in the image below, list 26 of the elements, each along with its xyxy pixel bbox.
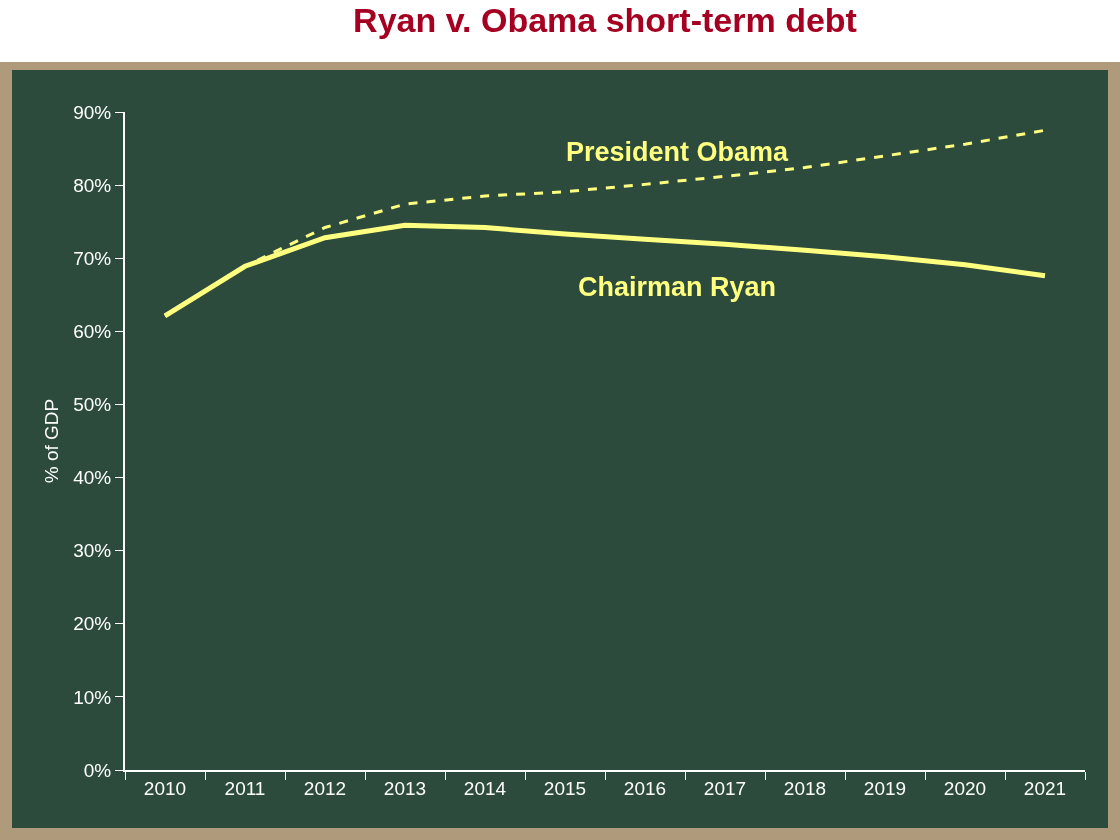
y-tick-label: 10% [73,686,112,708]
chart-title: Ryan v. Obama short-term debt [353,0,857,39]
y-tick-label: 60% [73,320,112,342]
x-tick-label: 2012 [303,777,347,799]
y-tick-label: 30% [73,540,112,562]
y-tick-label: 90% [73,101,112,123]
y-tick-label: 70% [73,247,112,269]
series-label: President Obama [566,137,790,167]
x-tick-label: 2017 [703,777,747,799]
y-axis-title: % of GDP [40,398,62,484]
y-tick-label: 80% [73,174,112,196]
x-tick-label: 2018 [783,777,827,799]
x-tick-label: 2010 [143,777,187,799]
y-tick-label: 0% [83,759,112,781]
y-tick-label: 40% [73,467,112,489]
x-tick-label: 2013 [383,777,427,799]
x-tick-label: 2011 [224,777,266,799]
y-tick-label: 50% [73,394,112,416]
series-label: Chairman Ryan [578,272,777,302]
x-tick-label: 2014 [463,777,507,799]
x-tick-label: 2019 [863,777,907,799]
x-tick-label: 2020 [943,777,987,799]
y-tick-label: 20% [73,613,112,635]
x-tick-label: 2015 [543,777,587,799]
x-tick-label: 2016 [623,777,667,799]
x-tick-label: 2021 [1023,777,1067,799]
